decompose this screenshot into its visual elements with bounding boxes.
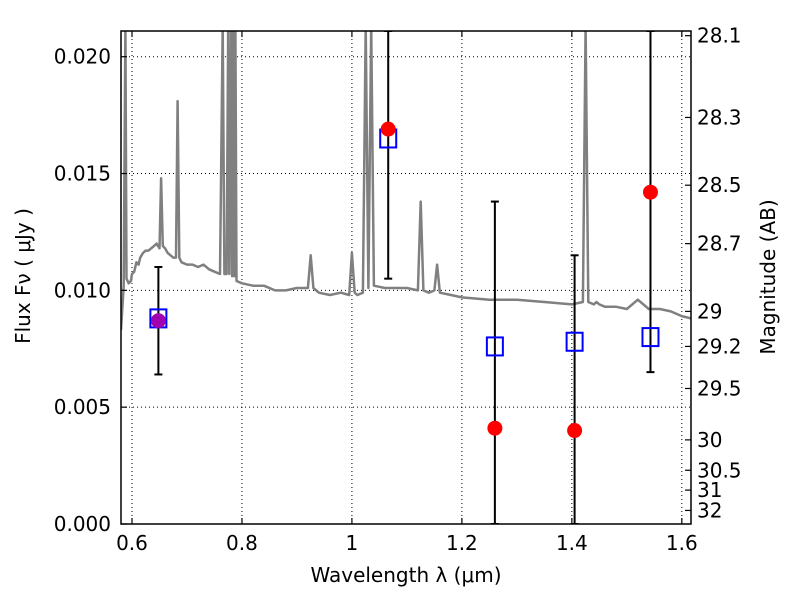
mag-tick-label: 28.3 [697, 105, 742, 129]
x-tick-label: 1 [346, 531, 359, 555]
measured-point-marker [380, 121, 396, 137]
x-axis-label: Wavelength λ (μm) [310, 563, 501, 587]
axes: 0.6 0.8 1 1.2 1.4 1.6 0.000 0.005 0.010 0.015 0.02… [54, 24, 742, 555]
plot-frame [120, 30, 692, 525]
mag-tick-label: 29 [697, 299, 722, 323]
y-tick-label: 0.015 [54, 162, 111, 186]
mag-tick-label: 30 [697, 428, 722, 452]
mag-tick-label: 30.5 [697, 458, 742, 482]
mag-tick-label: 29.5 [697, 376, 742, 400]
measured-point-marker [567, 423, 583, 439]
measured-point-marker [642, 184, 658, 200]
spectrum-line [121, 31, 691, 331]
y-axis-label: Flux Fν ( μJy ) [11, 208, 35, 344]
y-tick-label: 0.000 [54, 512, 111, 536]
mag-tick-label: 32 [697, 498, 722, 522]
mag-tick-label: 29.2 [697, 334, 742, 358]
x-tick-label: 1.6 [666, 531, 698, 555]
model-square-marker [485, 336, 504, 357]
y-tick-label: 0.010 [54, 278, 111, 302]
y-tick-label: 0.020 [54, 45, 111, 69]
y-axis-right-label: Magnitude (AB) [756, 199, 780, 354]
x-tick-label: 0.8 [226, 531, 258, 555]
measured-point-marker [150, 313, 166, 329]
mag-tick-label: 31 [697, 478, 722, 502]
mag-tick-label: 28.7 [697, 232, 742, 256]
model-square-marker [641, 327, 660, 348]
measured-point-marker [487, 420, 503, 436]
y-tick-label: 0.005 [54, 395, 111, 419]
x-tick-label: 1.2 [446, 531, 478, 555]
plot-area [121, 31, 691, 524]
model-square-marker [565, 331, 584, 352]
x-tick-label: 0.6 [116, 531, 148, 555]
mag-tick-label: 28.5 [697, 173, 742, 197]
mag-tick-label: 28.1 [697, 24, 742, 48]
x-tick-label: 1.4 [556, 531, 588, 555]
